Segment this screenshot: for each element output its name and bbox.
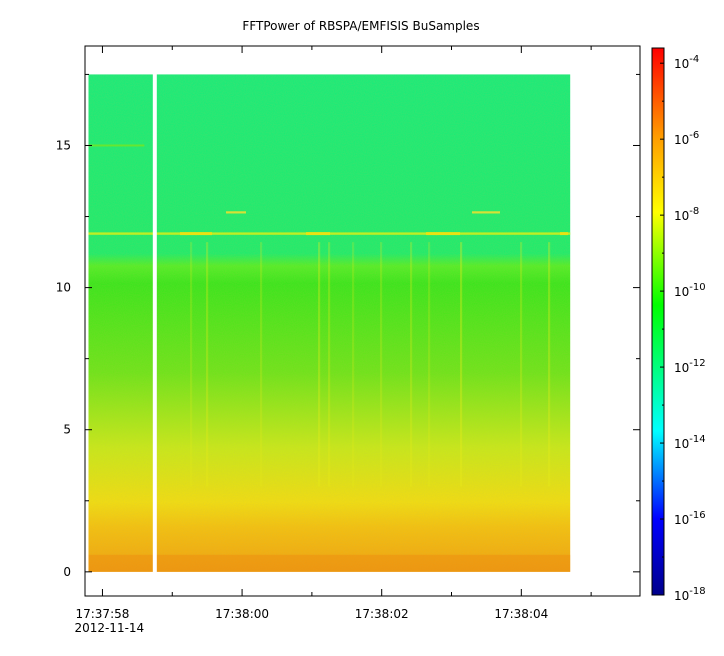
emission-line-upper [226,211,246,214]
data-gap [152,73,157,573]
colorbar-tick-base: 10 [674,285,689,299]
colorbar [651,47,665,596]
emission-line-bright [306,232,330,236]
colorbar-tick-exponent: -14 [689,434,705,445]
y-tick-label: 5 [63,423,71,437]
colorbar-tick-base: 10 [674,513,689,527]
low-frequency-band [88,554,571,572]
emission-line-bright [426,232,460,236]
colorbar-tick-exponent: -10 [689,282,705,293]
emission-line-15khz [88,144,145,147]
emission-line-bright [180,232,212,236]
colorbar-tick-exponent: -4 [689,54,699,65]
x-tick-label: 17:38:00 [215,607,269,621]
colorbar-tick-base: 10 [674,361,689,375]
burst-streak [548,242,551,487]
colorbar-tick-label: 10-14 [674,434,706,451]
spectrogram-noise [88,74,571,572]
burst-streak [190,242,193,487]
colorbar-tick-label: 10-4 [674,54,699,71]
emission-line-bright [560,232,568,236]
burst-streak [260,242,263,487]
burst-streak [352,242,355,487]
chart-title: FFTPower of RBSPA/EMFISIS BuSamples [242,19,479,33]
burst-streak [318,242,321,487]
colorbar-tick-label: 10-18 [674,586,706,603]
colorbar-tick-base: 10 [674,209,689,223]
burst-streak [328,242,331,487]
colorbar-tick-label: 10-16 [674,510,706,527]
colorbar-tick-label: 10-12 [674,358,706,375]
colorbar-tick-base: 10 [674,437,689,451]
colorbar-tick-exponent: -16 [689,510,705,521]
colorbar-tick-exponent: -6 [689,130,699,141]
colorbar-tick-label: 10-6 [674,130,699,147]
x-tick-label: 17:38:04 [494,607,548,621]
spectrogram-image [88,73,571,573]
colorbar-tick-exponent: -8 [689,206,699,217]
axes: 0 5 10 15 [56,46,640,596]
colorbar-tick-base: 10 [674,133,689,147]
emission-line-upper [472,211,500,214]
x-date-label: 2012-11-14 [74,621,144,635]
colorbar-tick-exponent: -12 [689,358,705,369]
burst-streak [460,242,463,487]
colorbar-tick-exponent: -18 [689,586,705,597]
burst-streak [410,242,413,487]
burst-streak [520,242,523,487]
burst-streak [206,242,209,487]
x-tick-label: 17:37:58 [75,607,129,621]
colorbar-tick-label: 10-8 [674,206,699,223]
x-tick-label: 17:38:02 [355,607,409,621]
y-tick-label: 15 [56,138,71,152]
colorbar-tick-base: 10 [674,589,689,603]
colorbar-tick-label: 10-10 [674,282,706,299]
colorbar-tick-base: 10 [674,57,689,71]
burst-streak [428,242,431,487]
burst-streak [380,242,383,487]
y-tick-label: 0 [63,565,71,579]
y-tick-label: 10 [56,281,71,295]
